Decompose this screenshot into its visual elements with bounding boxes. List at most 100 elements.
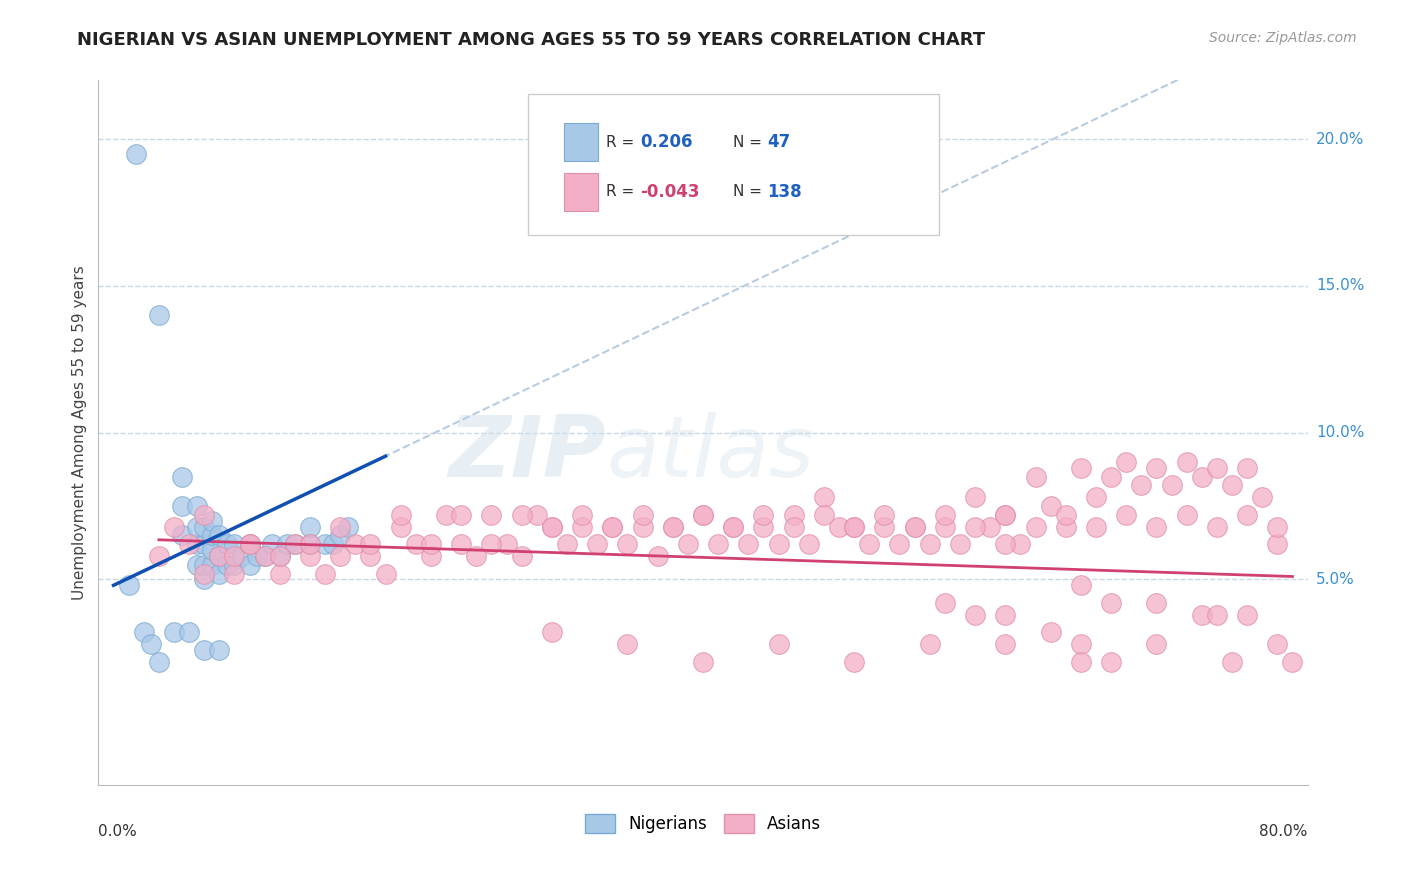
Point bbox=[904, 519, 927, 533]
Point bbox=[540, 625, 562, 640]
Point bbox=[1175, 508, 1198, 522]
Point bbox=[141, 637, 163, 651]
Point bbox=[276, 537, 298, 551]
Point bbox=[239, 558, 262, 572]
Point bbox=[193, 508, 215, 522]
Text: 0.0%: 0.0% bbox=[98, 824, 138, 838]
Point bbox=[269, 549, 291, 563]
Point bbox=[934, 596, 956, 610]
Point bbox=[797, 537, 820, 551]
Text: -0.043: -0.043 bbox=[640, 183, 700, 201]
Point bbox=[239, 537, 262, 551]
Point bbox=[889, 537, 911, 551]
Point bbox=[239, 537, 262, 551]
Point bbox=[186, 499, 208, 513]
Point bbox=[1054, 519, 1077, 533]
Point bbox=[1054, 508, 1077, 522]
Point bbox=[692, 508, 714, 522]
Point bbox=[858, 537, 880, 551]
Point bbox=[994, 637, 1017, 651]
Text: Source: ZipAtlas.com: Source: ZipAtlas.com bbox=[1209, 31, 1357, 45]
Point bbox=[186, 519, 208, 533]
Point bbox=[1236, 460, 1258, 475]
Point bbox=[661, 519, 683, 533]
Point bbox=[1220, 655, 1243, 669]
Bar bbox=[564, 122, 598, 161]
Text: NIGERIAN VS ASIAN UNEMPLOYMENT AMONG AGES 55 TO 59 YEARS CORRELATION CHART: NIGERIAN VS ASIAN UNEMPLOYMENT AMONG AGE… bbox=[77, 31, 986, 49]
Point bbox=[540, 519, 562, 533]
Point bbox=[224, 558, 246, 572]
Text: 80.0%: 80.0% bbox=[1260, 824, 1308, 838]
Text: R =: R = bbox=[606, 184, 634, 199]
Point bbox=[360, 537, 382, 551]
Point bbox=[336, 519, 359, 533]
Text: N =: N = bbox=[734, 135, 762, 150]
Point bbox=[1024, 469, 1046, 483]
Point bbox=[707, 537, 730, 551]
Point bbox=[752, 519, 775, 533]
Point bbox=[201, 528, 224, 542]
Point bbox=[322, 537, 344, 551]
Point bbox=[783, 508, 806, 522]
Point bbox=[1236, 508, 1258, 522]
Point bbox=[723, 519, 745, 533]
Point bbox=[965, 607, 987, 622]
Point bbox=[994, 508, 1017, 522]
Point bbox=[1115, 508, 1137, 522]
Point bbox=[602, 519, 624, 533]
Point bbox=[1085, 490, 1108, 504]
Point bbox=[586, 537, 609, 551]
Point bbox=[179, 537, 201, 551]
Point bbox=[208, 528, 231, 542]
Point bbox=[783, 519, 806, 533]
Point bbox=[269, 549, 291, 563]
Y-axis label: Unemployment Among Ages 55 to 59 years: Unemployment Among Ages 55 to 59 years bbox=[72, 265, 87, 600]
Point bbox=[1267, 537, 1289, 551]
Point bbox=[389, 508, 412, 522]
Point bbox=[813, 490, 835, 504]
Point bbox=[1130, 478, 1153, 492]
Point bbox=[510, 549, 533, 563]
Point bbox=[1267, 637, 1289, 651]
Point bbox=[450, 508, 472, 522]
Point bbox=[813, 508, 835, 522]
Point bbox=[752, 508, 775, 522]
Point bbox=[1039, 625, 1062, 640]
Point bbox=[1206, 460, 1229, 475]
Point bbox=[555, 537, 578, 551]
Text: 138: 138 bbox=[768, 183, 801, 201]
Point bbox=[262, 537, 284, 551]
Point bbox=[284, 537, 307, 551]
Point bbox=[526, 508, 548, 522]
Point bbox=[934, 519, 956, 533]
Point bbox=[1191, 469, 1213, 483]
Point bbox=[299, 549, 322, 563]
Point bbox=[224, 566, 246, 581]
Point bbox=[1144, 637, 1167, 651]
Text: 47: 47 bbox=[768, 133, 790, 152]
Point bbox=[768, 537, 790, 551]
Point bbox=[949, 537, 972, 551]
Point bbox=[344, 537, 367, 551]
FancyBboxPatch shape bbox=[527, 95, 939, 235]
Point bbox=[979, 519, 1001, 533]
Point bbox=[170, 469, 193, 483]
Point bbox=[193, 643, 215, 657]
Point bbox=[132, 625, 155, 640]
Point bbox=[170, 528, 193, 542]
Point bbox=[1039, 499, 1062, 513]
Point bbox=[1160, 478, 1182, 492]
Point bbox=[1115, 455, 1137, 469]
Point bbox=[186, 537, 208, 551]
Point bbox=[193, 519, 215, 533]
Point bbox=[918, 537, 941, 551]
Point bbox=[1070, 578, 1092, 592]
Point bbox=[1085, 519, 1108, 533]
Point bbox=[994, 508, 1017, 522]
Point bbox=[904, 519, 927, 533]
Point bbox=[231, 549, 253, 563]
Point bbox=[1220, 478, 1243, 492]
Text: atlas: atlas bbox=[606, 412, 814, 495]
Point bbox=[125, 146, 148, 161]
Point bbox=[246, 549, 269, 563]
